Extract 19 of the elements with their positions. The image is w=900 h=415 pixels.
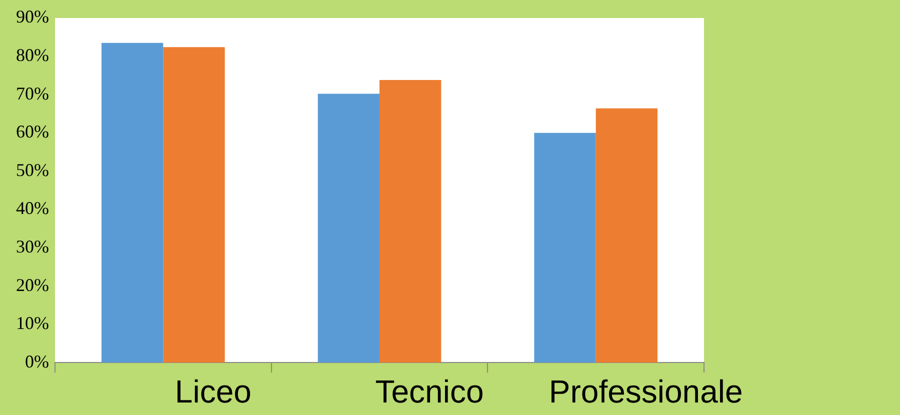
bar [379,80,442,363]
x-tick-label: Tecnico [375,374,484,410]
y-tick-label: 30% [16,236,49,256]
bar [318,94,380,363]
y-tick-label: 90% [16,6,49,27]
y-tick-label: 70% [16,83,49,104]
bar [534,132,596,363]
y-tick-label: 20% [16,274,49,295]
y-tick-label: 40% [16,198,49,218]
y-tick-label: 50% [16,160,49,180]
y-tick-label: 80% [16,45,49,66]
y-tick-label: 10% [16,313,49,334]
y-tick-label: 0% [24,351,49,372]
bar [102,42,164,363]
bar [596,108,658,363]
bar [163,47,225,363]
y-tick-label: 60% [16,122,49,142]
x-tick-label: Liceo [174,374,252,410]
x-tick-label: Professionale [548,374,743,410]
